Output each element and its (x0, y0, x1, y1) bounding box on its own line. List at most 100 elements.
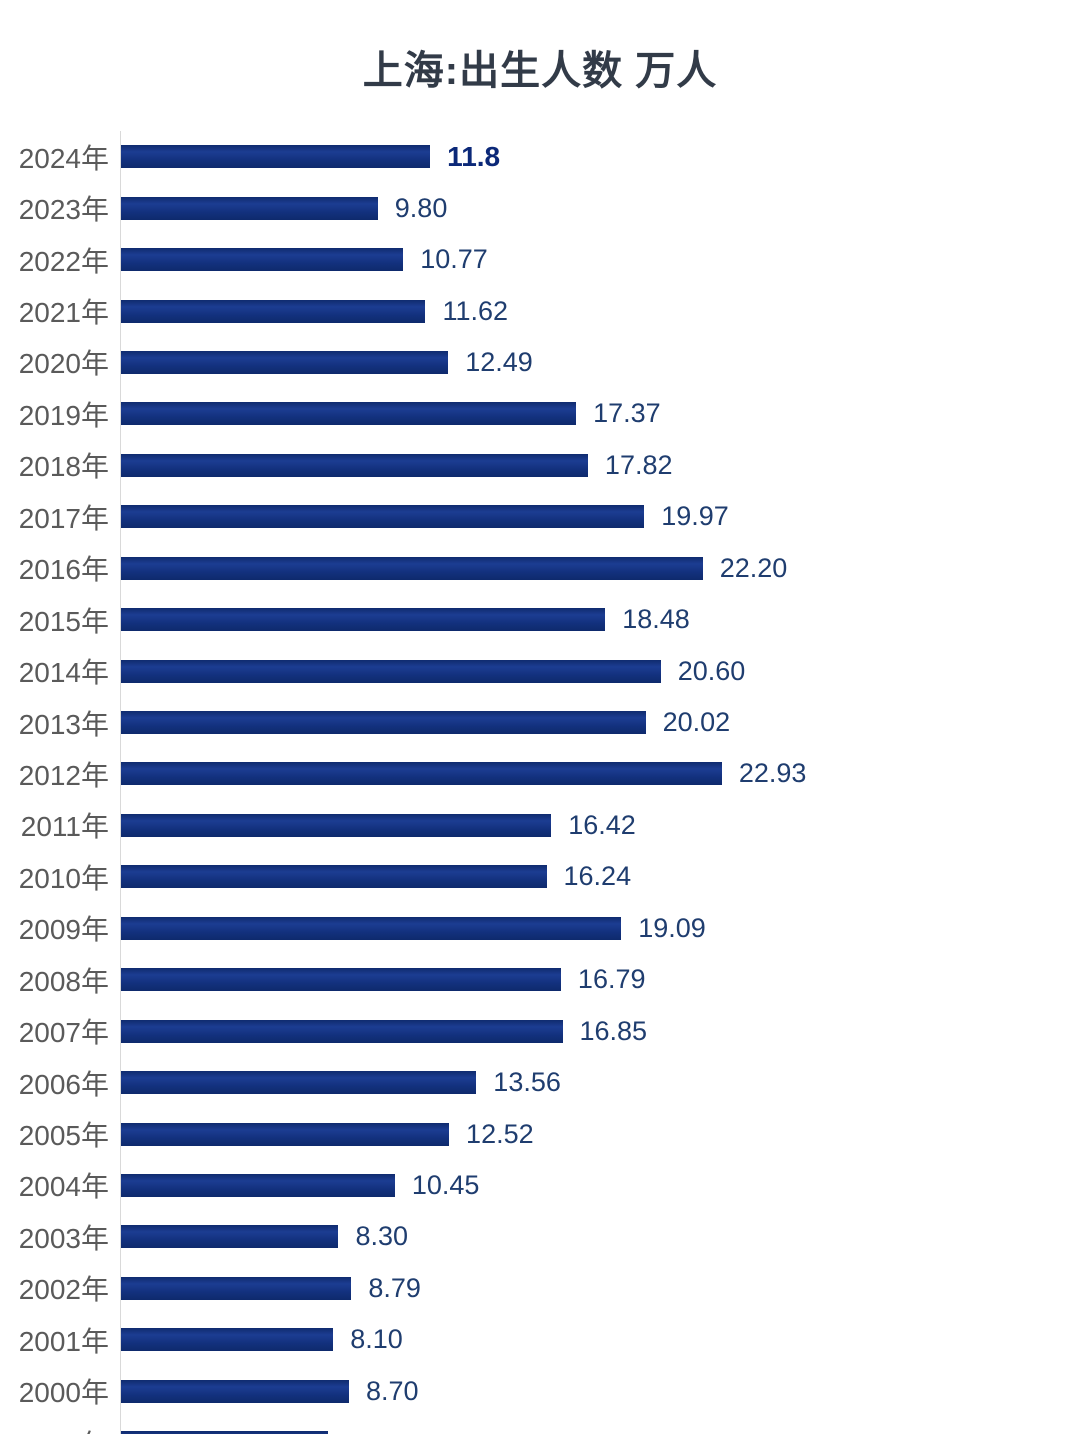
year-label: 2017年 (18, 502, 109, 534)
bar (121, 711, 646, 735)
chart-row: 2008年 16.79 (0, 954, 1080, 1006)
year-label: 2010年 (18, 862, 109, 894)
value-label: 16.24 (563, 861, 632, 892)
value-label: 11.8 (447, 140, 501, 172)
plot-area: 22.20 (120, 542, 1080, 594)
chart-row: 2000年 8.70 (0, 1365, 1080, 1417)
value-label: 22.93 (738, 758, 807, 789)
year-label: 2013年 (18, 708, 109, 740)
bar (121, 196, 378, 220)
bar (121, 350, 449, 374)
chart-row: 2004年 10.45 (0, 1159, 1080, 1212)
year-label: 2003年 (18, 1222, 109, 1254)
chart-row: 2018年 17.82 (0, 439, 1080, 492)
chart-row: 2002年 8.79 (0, 1262, 1080, 1315)
bar (121, 865, 547, 889)
value-label: 13.56 (493, 1067, 561, 1098)
plot-area: 16.79 (120, 954, 1080, 1006)
plot-area: 20.60 (120, 645, 1080, 697)
value-label: 8.30 (355, 1221, 409, 1252)
year-label: 2022年 (18, 245, 109, 277)
year-label: 2019年 (18, 399, 109, 431)
value-label: 20.60 (677, 655, 746, 686)
bar (121, 1328, 334, 1352)
bar (121, 145, 431, 169)
chart-row: 2021年 11.62 (0, 285, 1080, 337)
chart-row: 2007年 16.85 (0, 1005, 1080, 1057)
value-label: 8.10 (350, 1324, 403, 1355)
value-label: 8.70 (365, 1375, 419, 1406)
value-label: 18.48 (622, 604, 690, 635)
year-label: 2016年 (18, 554, 109, 586)
chart-row: 2022年 10.77 (0, 233, 1080, 286)
year-label: 2020年 (18, 348, 109, 380)
year-label: 2002年 (18, 1274, 109, 1306)
value-label: 11.62 (442, 295, 509, 326)
year-label: 2004年 (18, 1171, 109, 1203)
plot-area: 8.30 (120, 1211, 1080, 1263)
chart-row: 2013年 20.02 (0, 696, 1080, 749)
year-label: 2014年 (18, 657, 109, 689)
year-label: 2008年 (18, 965, 109, 997)
plot-area: 12.49 (120, 336, 1080, 389)
bar (121, 1173, 395, 1197)
chart-row: 2019年 17.37 (0, 388, 1080, 440)
bar (121, 556, 703, 580)
year-label: 2024年 (18, 142, 109, 174)
plot-area: 17.82 (120, 439, 1080, 492)
bar (121, 505, 645, 529)
bar (121, 248, 404, 272)
value-label: 10.45 (411, 1169, 480, 1200)
plot-area: 9.80 (120, 182, 1080, 234)
year-label: 2001年 (18, 1325, 109, 1357)
bar (121, 608, 606, 632)
chart-row: 2024年 11.8 (0, 131, 1080, 183)
chart-row: 2010年 16.24 (0, 851, 1080, 903)
plot-area: 19.97 (120, 491, 1080, 543)
chart-row: 2023年 9.80 (0, 182, 1080, 234)
plot-area: 16.24 (120, 851, 1080, 903)
year-label: 2006年 (18, 1068, 109, 1100)
bar (121, 299, 426, 323)
bar (121, 1276, 352, 1300)
chart-row: 2020年 12.49 (0, 336, 1080, 389)
chart-row: 2014年 20.60 (0, 645, 1080, 697)
plot-area: 13.56 (120, 1056, 1080, 1109)
value-label: 16.79 (577, 964, 646, 995)
bar (121, 1122, 450, 1146)
chart-row: 2011年 16.42 (0, 799, 1080, 852)
chart-row: 2003年 8.30 (0, 1211, 1080, 1263)
year-label: 2007年 (18, 1017, 109, 1049)
chart-row: 2009年 19.09 (0, 902, 1080, 954)
bar-chart: 2024年 11.8 2023年 9.80 2022年 10.77 2021年 11.62 20… (0, 131, 1080, 1434)
bar (121, 813, 552, 837)
bar (121, 1431, 328, 1434)
value-label: 20.02 (662, 707, 731, 738)
year-label: 2009年 (18, 914, 109, 946)
bar (121, 402, 577, 426)
value-label: 10.77 (420, 244, 488, 275)
value-label: 12.49 (465, 346, 533, 377)
bar (121, 1019, 563, 1043)
year-label: 2005年 (18, 1120, 109, 1152)
bar (121, 1071, 477, 1095)
plot-area: 17.37 (120, 388, 1080, 440)
value-label: 19.97 (661, 501, 729, 532)
bar (121, 1225, 339, 1249)
year-label: 2021年 (18, 297, 109, 329)
plot-area: 20.02 (120, 696, 1080, 749)
bar (121, 916, 622, 940)
plot-area: 12.52 (120, 1108, 1080, 1160)
chart-row: 2016年 22.20 (0, 542, 1080, 594)
year-label: 1999年 (0, 1423, 120, 1434)
year-label: 2023年 (18, 194, 109, 226)
plot-area: 8.10 (120, 1314, 1080, 1366)
plot-area: 18.48 (120, 593, 1080, 646)
plot-area: 19.09 (120, 902, 1080, 954)
chart-row: 2015年 18.48 (0, 593, 1080, 646)
bar (121, 453, 588, 477)
plot-area: 11.62 (120, 285, 1080, 337)
bar (121, 762, 722, 786)
value-label: 16.85 (579, 1015, 648, 1046)
